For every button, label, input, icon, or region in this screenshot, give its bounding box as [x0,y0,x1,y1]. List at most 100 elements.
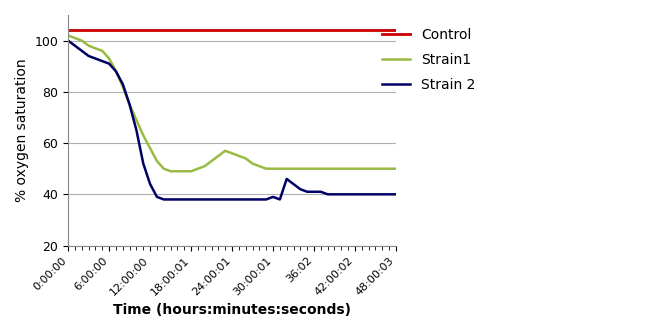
Strain1 [208,159,216,163]
Strain1 [269,167,277,171]
Strain1 [187,169,195,173]
Strain 2 [119,82,127,86]
Strain 2 [289,182,297,186]
Strain1 [119,85,127,89]
Strain 2 [262,198,270,202]
Strain1 [133,118,141,122]
Strain1 [194,167,202,171]
Strain1 [201,164,209,168]
Strain1 [364,167,373,171]
Strain 2 [180,198,188,202]
Strain 2 [296,187,304,191]
Strain 2 [153,195,161,199]
Strain 2 [358,192,366,196]
Line: Strain1: Strain1 [68,36,396,171]
Strain 2 [201,198,209,202]
Strain 2 [235,198,243,202]
Strain 2 [330,192,338,196]
Strain1 [351,167,359,171]
Strain1 [330,167,338,171]
Strain1 [296,167,304,171]
Strain 2 [324,192,332,196]
Strain 2 [228,198,236,202]
Strain1 [139,133,147,137]
Strain1 [146,146,154,150]
Strain 2 [71,44,79,48]
Strain1 [344,167,352,171]
Strain1 [180,169,188,173]
Strain 2 [351,192,359,196]
Strain1 [358,167,366,171]
Strain1 [167,169,175,173]
Strain 2 [159,198,168,202]
Strain 2 [269,195,277,199]
Strain1 [64,34,72,38]
Strain 2 [133,128,141,132]
Strain1 [324,167,332,171]
Strain1 [255,164,263,168]
Strain1 [317,167,325,171]
Strain 2 [208,198,216,202]
Strain 2 [303,190,311,194]
Strain 2 [146,182,154,186]
Strain1 [221,149,229,153]
Strain 2 [194,198,202,202]
Strain 2 [310,190,318,194]
Strain 2 [112,69,120,73]
Strain 2 [64,39,72,42]
Strain1 [214,154,222,158]
Strain 2 [392,192,400,196]
Strain1 [371,167,379,171]
Strain1 [71,36,79,40]
Strain1 [91,46,99,50]
Strain 2 [255,198,263,202]
Strain 2 [242,198,250,202]
Strain1 [289,167,297,171]
Strain1 [242,156,250,160]
Y-axis label: % oxygen saturation: % oxygen saturation [15,58,29,202]
Strain 2 [249,198,257,202]
Strain1 [112,69,120,73]
Strain1 [283,167,291,171]
Strain 2 [214,198,222,202]
X-axis label: Time (hours:minutes:seconds): Time (hours:minutes:seconds) [113,303,351,317]
Legend: Control, Strain1, Strain 2: Control, Strain1, Strain 2 [377,22,481,97]
Strain 2 [187,198,195,202]
Strain1 [125,103,133,107]
Strain 2 [283,177,291,181]
Strain1 [276,167,284,171]
Strain1 [303,167,311,171]
Strain 2 [317,190,325,194]
Strain 2 [84,54,92,58]
Strain1 [105,56,113,60]
Strain1 [78,39,86,42]
Strain1 [235,154,243,158]
Strain 2 [221,198,229,202]
Strain 2 [276,198,284,202]
Strain 2 [337,192,345,196]
Strain1 [174,169,182,173]
Strain 2 [105,62,113,66]
Strain1 [385,167,393,171]
Strain 2 [91,56,99,60]
Strain1 [228,151,236,155]
Strain 2 [364,192,373,196]
Strain 2 [371,192,379,196]
Strain1 [84,44,92,48]
Line: Strain 2: Strain 2 [68,41,396,200]
Strain 2 [385,192,393,196]
Strain1 [98,49,107,53]
Strain 2 [174,198,182,202]
Strain 2 [379,192,387,196]
Strain1 [262,167,270,171]
Strain1 [310,167,318,171]
Strain 2 [125,103,133,107]
Strain 2 [98,59,107,63]
Strain1 [249,162,257,166]
Strain1 [337,167,345,171]
Strain1 [153,159,161,163]
Strain 2 [344,192,352,196]
Strain1 [379,167,387,171]
Strain 2 [167,198,175,202]
Strain1 [159,167,168,171]
